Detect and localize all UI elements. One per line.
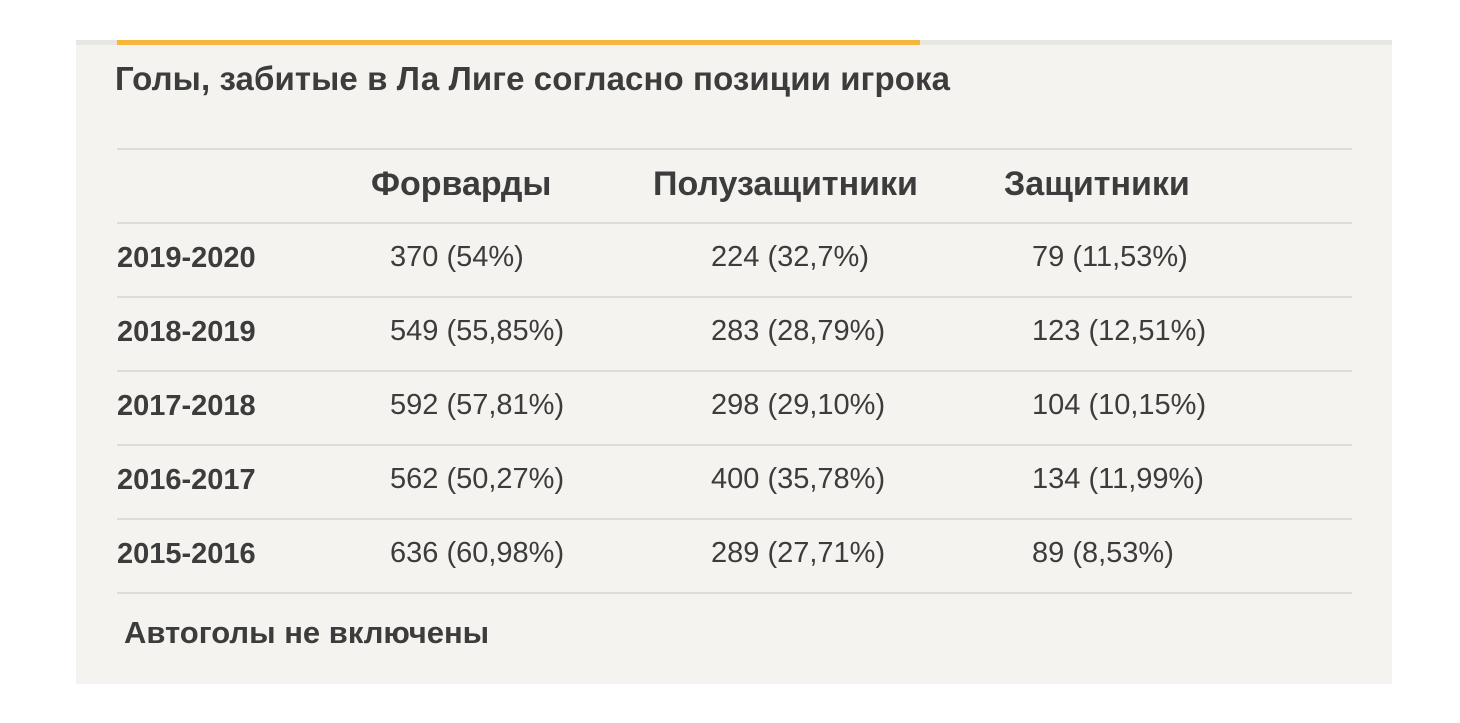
row-divider	[117, 296, 1352, 298]
cell-defenders: 134 (11,99%)	[1032, 463, 1204, 495]
accent-bar	[117, 40, 920, 45]
cell-forwards: 592 (57,81%)	[390, 389, 565, 421]
cell-midfielders: 298 (29,10%)	[711, 389, 886, 421]
row-season: 2017-2018	[117, 390, 256, 422]
cell-defenders: 89 (8,53%)	[1032, 537, 1174, 569]
rule-top	[117, 148, 1352, 150]
table-title: Голы, забитые в Ла Лиге согласно позиции…	[115, 60, 951, 97]
row-season: 2018-2019	[117, 316, 256, 348]
cell-forwards: 549 (55,85%)	[390, 315, 565, 347]
cell-forwards: 636 (60,98%)	[390, 537, 565, 569]
row-season: 2019-2020	[117, 242, 256, 274]
row-divider	[117, 518, 1352, 520]
col-header-midfielders: Полузащитники	[653, 165, 918, 203]
cell-midfielders: 224 (32,7%)	[711, 241, 869, 273]
cell-forwards: 370 (54%)	[390, 241, 524, 273]
footnote: Автоголы не включены	[124, 615, 490, 650]
cell-defenders: 104 (10,15%)	[1032, 389, 1207, 421]
col-header-defenders: Защитники	[1004, 165, 1190, 203]
cell-forwards: 562 (50,27%)	[390, 463, 565, 495]
col-header-forwards: Форварды	[371, 165, 552, 203]
row-season: 2015-2016	[117, 538, 256, 570]
cell-defenders: 123 (12,51%)	[1032, 315, 1207, 347]
row-season: 2016-2017	[117, 464, 256, 496]
cell-midfielders: 400 (35,78%)	[711, 463, 886, 495]
row-divider	[117, 444, 1352, 446]
cell-defenders: 79 (11,53%)	[1032, 241, 1188, 273]
cell-midfielders: 283 (28,79%)	[711, 315, 886, 347]
row-divider	[117, 592, 1352, 594]
rule-header	[117, 222, 1352, 224]
cell-midfielders: 289 (27,71%)	[711, 537, 886, 569]
row-divider	[117, 370, 1352, 372]
table-card: Голы, забитые в Ла Лиге согласно позиции…	[76, 40, 1392, 684]
